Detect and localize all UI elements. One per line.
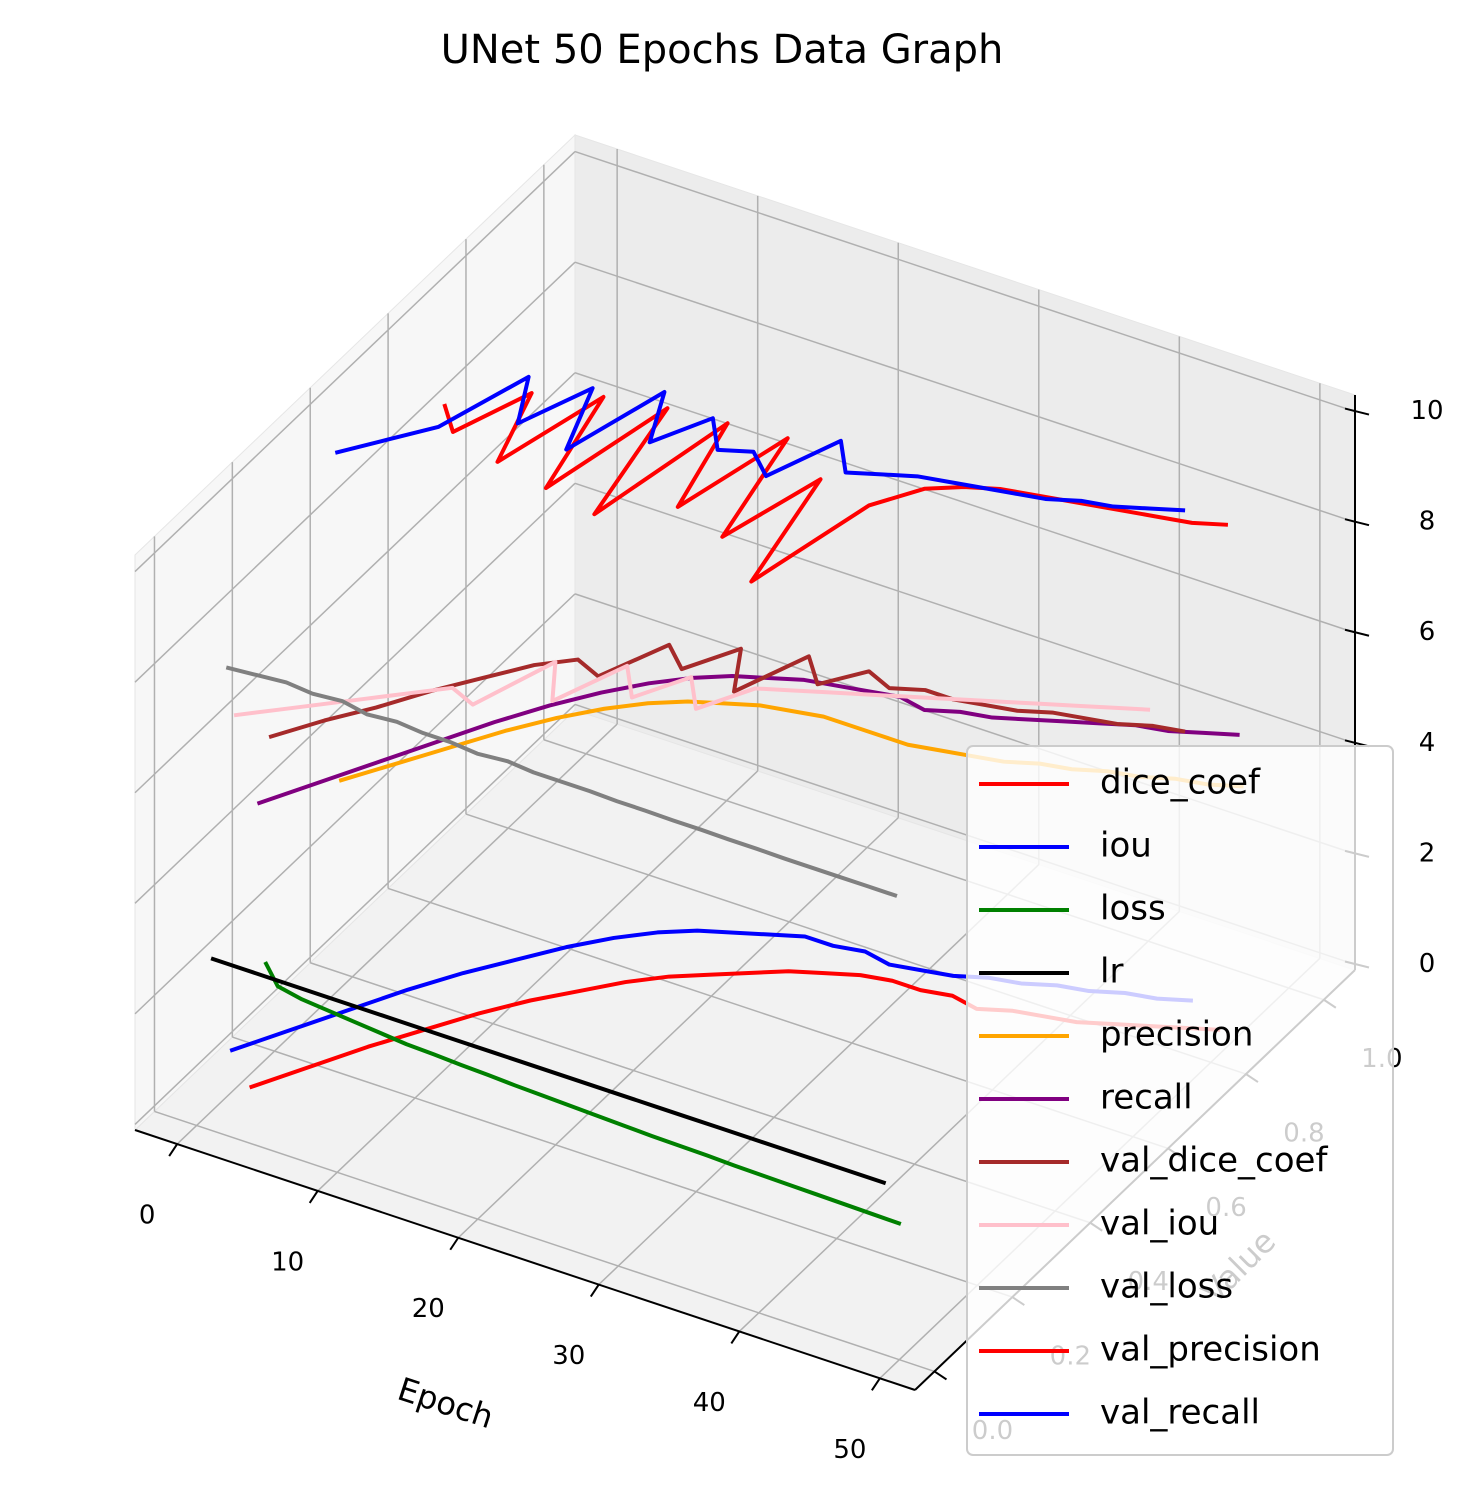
grid-line [134, 703, 576, 1126]
grid-line [134, 151, 576, 573]
series-line [334, 374, 1186, 513]
legend-label: recall [1100, 1078, 1193, 1118]
x-tick-label: 50 [833, 1435, 866, 1465]
legend-box [966, 745, 1394, 1456]
series-line [263, 961, 902, 1226]
series-line [268, 642, 1186, 740]
grid-line [317, 770, 759, 1192]
grid-line [154, 1110, 935, 1373]
legend-label: iou [1100, 826, 1152, 866]
series-line [233, 659, 1151, 718]
series-line [256, 674, 1240, 806]
grid-line [309, 962, 1091, 1224]
z-tick [1344, 407, 1370, 416]
x-tick [168, 1143, 178, 1157]
z-tick [1344, 518, 1370, 527]
series-line [210, 956, 887, 1186]
grid-line [134, 593, 576, 1015]
legend-label: dice_coef [1100, 763, 1261, 803]
x-axis-label: Epoch [393, 1370, 498, 1436]
grid-line [574, 482, 1356, 745]
x-tick [871, 1377, 881, 1391]
x-tick [589, 1284, 600, 1298]
x-tick-label: 0 [139, 1201, 156, 1231]
z-tick [1344, 628, 1370, 637]
grid-line [574, 150, 1356, 413]
legend-label: val_dice_coef [1100, 1141, 1328, 1181]
x-tick-label: 30 [552, 1341, 585, 1371]
series-line [225, 665, 898, 898]
x-tick-label: 10 [271, 1247, 304, 1277]
legend-label: val_precision [1100, 1330, 1321, 1370]
z-tick-label: 2 [1419, 838, 1436, 868]
y-tick [933, 1370, 948, 1381]
grid-line [134, 482, 576, 904]
x-tick-label: 40 [693, 1388, 726, 1418]
grid-line [134, 372, 576, 794]
grid-line [598, 864, 1040, 1286]
x-tick [730, 1330, 741, 1344]
x-tick [449, 1237, 460, 1251]
x-axis [134, 1129, 916, 1391]
grid-line [457, 817, 899, 1239]
chart-title: UNet 50 Epochs Data Graph [441, 27, 1004, 73]
grid-line [574, 261, 1356, 523]
z-tick-label: 10 [1410, 396, 1443, 426]
grid-line [232, 1036, 1013, 1298]
grid-line [574, 372, 1356, 634]
legend-label: lr [1100, 952, 1123, 992]
legend-label: val_loss [1100, 1267, 1233, 1307]
grid-line [176, 723, 618, 1145]
x-tick [308, 1190, 319, 1204]
z-tick-label: 4 [1419, 728, 1436, 758]
legend-label: loss [1100, 889, 1166, 929]
legend-label: val_iou [1100, 1204, 1219, 1244]
z-tick-label: 0 [1419, 949, 1436, 979]
z-tick-label: 6 [1419, 617, 1436, 647]
grid-line [134, 261, 576, 683]
series-line [442, 391, 1229, 584]
x-tick-label: 20 [412, 1294, 445, 1324]
legend-label: val_recall [1100, 1393, 1260, 1433]
legend-label: precision [1100, 1015, 1253, 1055]
z-tick-label: 8 [1419, 507, 1436, 537]
